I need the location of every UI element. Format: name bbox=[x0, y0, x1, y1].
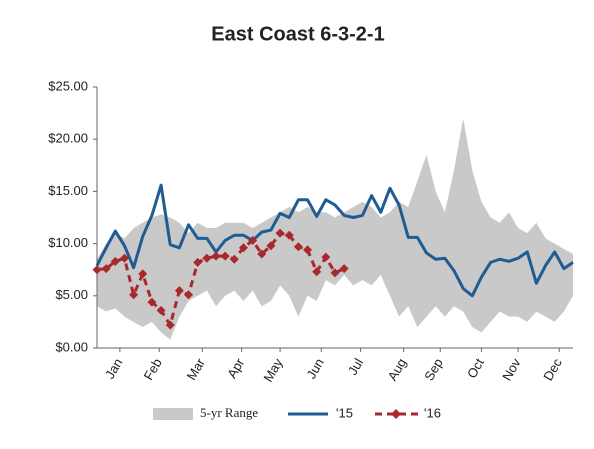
x-tick-label: Sep bbox=[421, 356, 446, 384]
legend-label: '15 bbox=[336, 405, 353, 420]
y-tick-label: $15.00 bbox=[48, 183, 88, 198]
point bbox=[339, 264, 349, 274]
series-line bbox=[96, 231, 345, 327]
series-line bbox=[95, 183, 574, 298]
point bbox=[303, 245, 313, 255]
y-tick-label: $10.00 bbox=[48, 235, 88, 250]
x-tick-label: Nov bbox=[499, 355, 524, 383]
legend-swatch bbox=[391, 409, 401, 419]
chart-title: East Coast 6-3-2-1 bbox=[211, 23, 384, 45]
x-tick-label: May bbox=[260, 355, 286, 384]
x-tick-label: Aug bbox=[385, 356, 410, 384]
point bbox=[92, 265, 102, 275]
y-tick-label: $20.00 bbox=[48, 131, 88, 146]
point bbox=[220, 251, 230, 261]
point bbox=[293, 242, 303, 252]
point bbox=[248, 235, 258, 245]
point bbox=[147, 297, 157, 307]
legend-label: 5-yr Range bbox=[200, 405, 258, 420]
point bbox=[101, 264, 111, 274]
x-tick-label: Mar bbox=[184, 355, 209, 382]
point bbox=[229, 254, 239, 264]
point bbox=[284, 230, 294, 240]
point bbox=[129, 290, 139, 300]
x-tick-label: Dec bbox=[540, 355, 565, 383]
x-tick-label: Jan bbox=[102, 356, 125, 382]
legend-swatch bbox=[153, 408, 193, 420]
point bbox=[184, 290, 194, 300]
y-tick-label: $5.00 bbox=[55, 287, 88, 302]
y-tick-label: $25.00 bbox=[48, 78, 88, 93]
point bbox=[330, 268, 340, 278]
point bbox=[119, 253, 129, 263]
point bbox=[275, 228, 285, 238]
point bbox=[202, 253, 212, 263]
x-tick-label: Jun bbox=[303, 356, 326, 382]
point bbox=[156, 305, 166, 315]
y-tick-label: $0.00 bbox=[55, 339, 88, 354]
point bbox=[110, 256, 120, 266]
point bbox=[193, 257, 203, 267]
point bbox=[321, 252, 331, 262]
point bbox=[238, 243, 248, 253]
point bbox=[165, 320, 175, 330]
x-tick-label: Feb bbox=[141, 356, 165, 383]
point bbox=[257, 249, 267, 259]
legend-label: '16 bbox=[424, 405, 441, 420]
point bbox=[138, 269, 148, 279]
range-area bbox=[97, 118, 573, 340]
point bbox=[174, 286, 184, 296]
point bbox=[266, 241, 276, 251]
x-tick-label: Jul bbox=[345, 356, 366, 378]
x-tick-label: Oct bbox=[464, 355, 487, 380]
point bbox=[312, 267, 322, 277]
point bbox=[211, 251, 221, 261]
x-tick-label: Apr bbox=[224, 355, 247, 381]
